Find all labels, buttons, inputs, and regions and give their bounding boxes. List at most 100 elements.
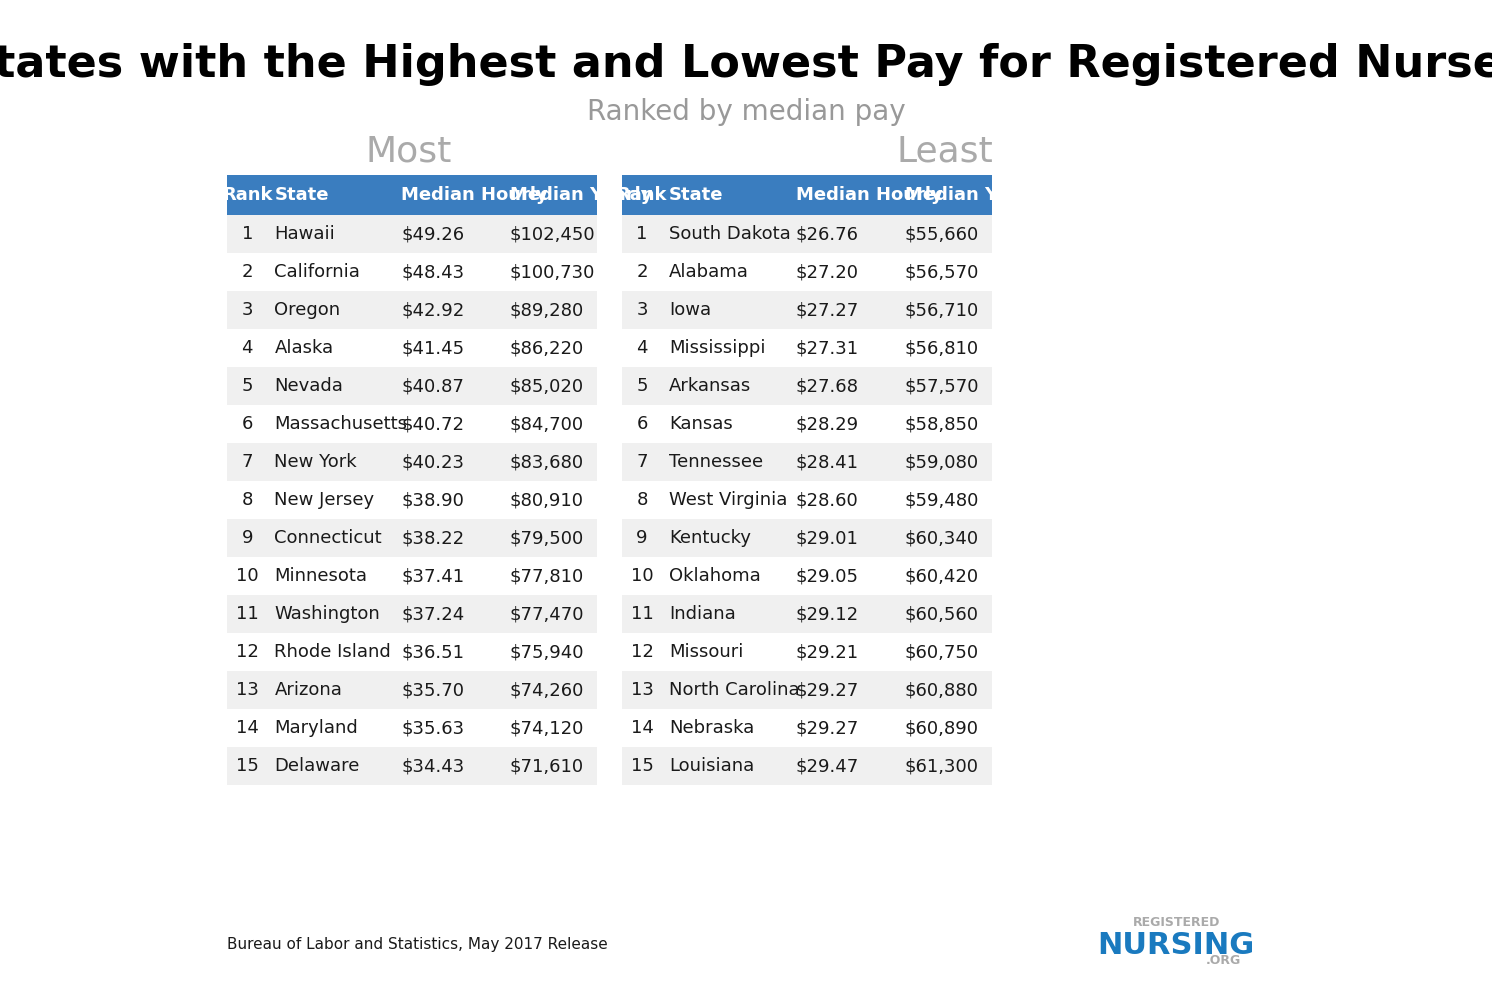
Text: NURSING: NURSING bbox=[1098, 930, 1255, 960]
Text: New York: New York bbox=[275, 453, 357, 471]
Text: $27.31: $27.31 bbox=[797, 339, 859, 357]
Text: $37.24: $37.24 bbox=[401, 605, 464, 623]
Text: 2: 2 bbox=[242, 263, 254, 281]
Text: $75,940: $75,940 bbox=[510, 643, 585, 661]
Text: $27.20: $27.20 bbox=[797, 263, 859, 281]
Text: 15: 15 bbox=[236, 757, 258, 775]
Bar bbox=[622, 329, 992, 367]
Text: Rhode Island: Rhode Island bbox=[275, 643, 391, 661]
Bar bbox=[227, 367, 597, 405]
Text: $84,700: $84,700 bbox=[510, 415, 583, 433]
Text: 1: 1 bbox=[637, 225, 648, 243]
Text: North Carolina: North Carolina bbox=[670, 681, 800, 699]
Bar bbox=[622, 291, 992, 329]
Text: 7: 7 bbox=[242, 453, 254, 471]
Text: $56,710: $56,710 bbox=[904, 301, 979, 319]
Text: $60,750: $60,750 bbox=[904, 643, 979, 661]
Text: Kansas: Kansas bbox=[670, 415, 733, 433]
Text: 13: 13 bbox=[631, 681, 653, 699]
Text: 5: 5 bbox=[242, 377, 254, 395]
Text: 15: 15 bbox=[631, 757, 653, 775]
Text: $40.72: $40.72 bbox=[401, 415, 464, 433]
Text: Alaska: Alaska bbox=[275, 339, 334, 357]
Text: 1: 1 bbox=[242, 225, 252, 243]
Text: 6: 6 bbox=[242, 415, 252, 433]
Bar bbox=[227, 557, 597, 595]
Text: Median Hourly: Median Hourly bbox=[401, 186, 548, 204]
Text: $60,340: $60,340 bbox=[904, 529, 979, 547]
Bar bbox=[227, 329, 597, 367]
Text: $28.60: $28.60 bbox=[797, 491, 859, 509]
Bar bbox=[622, 367, 992, 405]
Text: $38.22: $38.22 bbox=[401, 529, 464, 547]
Text: $77,810: $77,810 bbox=[510, 567, 583, 585]
Text: Rank: Rank bbox=[616, 186, 667, 204]
Text: New Jersey: New Jersey bbox=[275, 491, 374, 509]
Text: REGISTERED: REGISTERED bbox=[1132, 916, 1220, 928]
Bar bbox=[622, 175, 992, 215]
Text: Massachusetts: Massachusetts bbox=[275, 415, 407, 433]
Text: $57,570: $57,570 bbox=[904, 377, 979, 395]
Text: $71,610: $71,610 bbox=[510, 757, 583, 775]
Text: 8: 8 bbox=[637, 491, 648, 509]
Text: 9: 9 bbox=[242, 529, 254, 547]
Bar bbox=[227, 671, 597, 709]
Text: Rank: Rank bbox=[222, 186, 273, 204]
Text: Median Yearly: Median Yearly bbox=[510, 186, 652, 204]
Bar bbox=[227, 215, 597, 253]
Text: Delaware: Delaware bbox=[275, 757, 360, 775]
Text: $86,220: $86,220 bbox=[510, 339, 583, 357]
Bar bbox=[227, 481, 597, 519]
Text: $83,680: $83,680 bbox=[510, 453, 583, 471]
Text: $35.63: $35.63 bbox=[401, 719, 464, 737]
Text: States with the Highest and Lowest Pay for Registered Nurses: States with the Highest and Lowest Pay f… bbox=[0, 43, 1492, 87]
Bar bbox=[622, 747, 992, 785]
Text: State: State bbox=[275, 186, 328, 204]
Text: $41.45: $41.45 bbox=[401, 339, 464, 357]
Text: $35.70: $35.70 bbox=[401, 681, 464, 699]
Text: Hawaii: Hawaii bbox=[275, 225, 336, 243]
Text: Maryland: Maryland bbox=[275, 719, 358, 737]
Text: West Virginia: West Virginia bbox=[670, 491, 788, 509]
Text: $74,260: $74,260 bbox=[510, 681, 585, 699]
Text: $29.47: $29.47 bbox=[797, 757, 859, 775]
Text: $85,020: $85,020 bbox=[510, 377, 583, 395]
Text: California: California bbox=[275, 263, 360, 281]
Text: $28.41: $28.41 bbox=[797, 453, 859, 471]
Text: $37.41: $37.41 bbox=[401, 567, 464, 585]
Text: Minnesota: Minnesota bbox=[275, 567, 367, 585]
Text: 12: 12 bbox=[236, 643, 258, 661]
Text: $29.01: $29.01 bbox=[797, 529, 859, 547]
Text: $59,480: $59,480 bbox=[904, 491, 979, 509]
Text: 10: 10 bbox=[631, 567, 653, 585]
Text: 13: 13 bbox=[236, 681, 258, 699]
Bar bbox=[622, 633, 992, 671]
Text: 11: 11 bbox=[236, 605, 258, 623]
Text: 3: 3 bbox=[636, 301, 648, 319]
Bar bbox=[622, 481, 992, 519]
Text: $29.27: $29.27 bbox=[797, 681, 859, 699]
Bar bbox=[622, 671, 992, 709]
Bar bbox=[227, 595, 597, 633]
Text: Mississippi: Mississippi bbox=[670, 339, 765, 357]
Text: $29.05: $29.05 bbox=[797, 567, 859, 585]
Text: 11: 11 bbox=[631, 605, 653, 623]
Text: Arkansas: Arkansas bbox=[670, 377, 752, 395]
Bar bbox=[227, 747, 597, 785]
Bar bbox=[622, 253, 992, 291]
Text: Most: Most bbox=[366, 135, 452, 169]
Bar bbox=[227, 519, 597, 557]
Bar bbox=[622, 519, 992, 557]
Text: 4: 4 bbox=[242, 339, 254, 357]
Bar bbox=[227, 253, 597, 291]
Text: 9: 9 bbox=[636, 529, 648, 547]
Text: Indiana: Indiana bbox=[670, 605, 736, 623]
Text: .ORG: .ORG bbox=[1206, 954, 1241, 966]
Text: 10: 10 bbox=[236, 567, 258, 585]
Text: $49.26: $49.26 bbox=[401, 225, 464, 243]
Text: Tennessee: Tennessee bbox=[670, 453, 764, 471]
Text: Nebraska: Nebraska bbox=[670, 719, 755, 737]
Text: $34.43: $34.43 bbox=[401, 757, 464, 775]
Text: $29.27: $29.27 bbox=[797, 719, 859, 737]
Text: $79,500: $79,500 bbox=[510, 529, 583, 547]
